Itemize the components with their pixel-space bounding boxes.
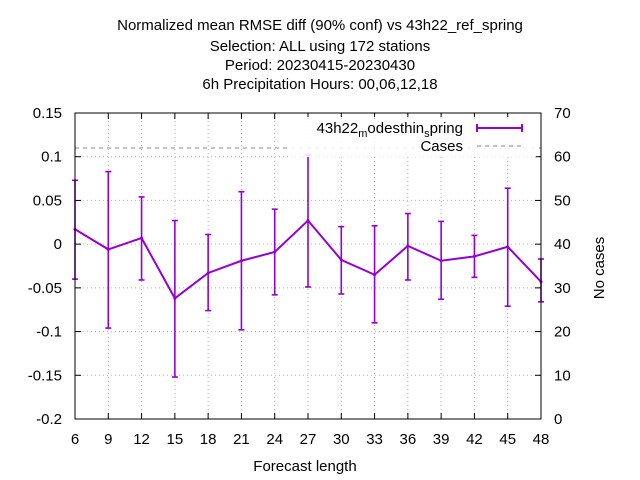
data-point	[173, 296, 177, 300]
data-point	[273, 250, 277, 254]
x-tick-label: 30	[333, 431, 350, 448]
data-point	[439, 259, 443, 263]
y-tick-label: -0.1	[36, 324, 62, 341]
y2-axis-label: No cases	[591, 237, 608, 300]
x-tick-label: 48	[533, 431, 550, 448]
x-tick-label: 21	[233, 431, 250, 448]
errorbar	[404, 212, 411, 281]
x-tick-label: 39	[433, 431, 450, 448]
errorbar	[338, 225, 345, 295]
data-point	[306, 219, 310, 223]
y-tick-label: 0	[54, 236, 62, 253]
x-tick-label: 42	[466, 431, 483, 448]
y2-tick-label: 30	[554, 280, 571, 297]
title-parameter: 6h Precipitation Hours: 00,06,12,18	[202, 76, 438, 93]
legend-entry-cases: Cases	[420, 138, 522, 155]
x-tick-label: 27	[300, 431, 317, 448]
x-tick-label: 12	[133, 431, 150, 448]
x-tick-label: 24	[266, 431, 283, 448]
chart-title-line-4: 6h Precipitation Hours: 00,06,12,18	[0, 75, 640, 95]
errorbar	[438, 220, 445, 301]
chart-title-line-1: Normalized mean RMSE diff (90% conf) vs …	[0, 16, 640, 36]
y2-tick-label: 50	[554, 192, 571, 209]
errorbar	[105, 170, 112, 329]
x-tick-label: 18	[200, 431, 217, 448]
data-point	[206, 271, 210, 275]
legend-cases-label: Cases	[420, 138, 463, 155]
x-tick-label: 33	[366, 431, 383, 448]
x-tick-label: 36	[400, 431, 417, 448]
legend: 43h22modesthinspring Cases	[290, 117, 536, 157]
y-tick-label: 0.15	[33, 105, 62, 122]
y-tick-label: -0.05	[28, 280, 62, 297]
chart-title-line-3: Period: 20230415-20230430	[0, 56, 640, 76]
x-tick-label: 45	[499, 431, 516, 448]
y-tick-label: -0.2	[36, 411, 62, 428]
legend-series-label: 43h22modesthinspring	[317, 120, 463, 140]
errorbar	[271, 208, 278, 296]
errorbar	[371, 224, 378, 324]
y-tick-label: 0.05	[33, 192, 62, 209]
data-point	[140, 236, 144, 240]
data-point	[406, 244, 410, 248]
x-axis-label: Forecast length	[253, 458, 356, 475]
title-main: Normalized mean RMSE diff (90% conf) vs …	[117, 17, 523, 34]
data-point	[339, 258, 343, 262]
y2-tick-label: 0	[554, 411, 562, 428]
y2-tick-label: 40	[554, 236, 571, 253]
y2-tick-label: 70	[554, 105, 571, 122]
x-tick-label: 6	[71, 431, 79, 448]
data-point	[106, 247, 110, 251]
errorbar	[138, 196, 145, 281]
data-point	[506, 245, 510, 249]
y2-tick-label: 20	[554, 324, 571, 341]
errorbar	[504, 187, 511, 308]
data-point	[472, 254, 476, 258]
errorbar	[171, 219, 178, 378]
errorbar	[238, 190, 245, 331]
y-axis-ticks: 0.15 0.1 0.05 0 -0.05 -0.1 -0.15 -0.2	[28, 105, 81, 428]
y-tick-label: -0.15	[28, 367, 62, 384]
data-point	[239, 259, 243, 263]
y2-tick-label: 10	[554, 367, 571, 384]
errorbar	[471, 234, 478, 279]
title-selection: Selection: ALL using 172 stations	[209, 38, 431, 55]
errorbar	[305, 154, 311, 288]
title-period: Period: 20230415-20230430	[224, 57, 416, 74]
y-tick-label: 0.1	[41, 149, 62, 166]
x-axis-ticks: 6 9 12 15 18 21 24 27 30 33 36 39 42 45 48	[71, 113, 550, 448]
legend-box	[290, 117, 536, 157]
chart-title-line-2: Selection: ALL using 172 stations	[0, 37, 640, 57]
errorbar	[205, 233, 212, 312]
data-point	[373, 273, 377, 277]
x-tick-label: 15	[167, 431, 184, 448]
legend-entry-series: 43h22modesthinspring	[317, 120, 523, 140]
y2-tick-label: 60	[554, 149, 571, 166]
rmse-series	[72, 154, 544, 378]
x-tick-label: 9	[104, 431, 112, 448]
